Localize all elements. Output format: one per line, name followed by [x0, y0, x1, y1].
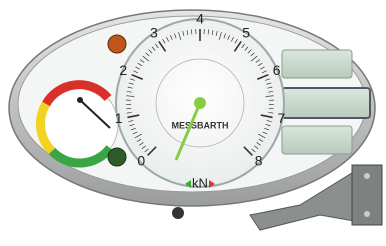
dial-label: 1: [115, 110, 123, 126]
dial-label: 2: [119, 62, 127, 78]
dial-label: 0: [137, 152, 145, 168]
brand: MESSBARTH: [171, 120, 228, 130]
dial-label: 7: [278, 110, 286, 126]
dial-label: 6: [273, 62, 281, 78]
dial-label: 8: [255, 152, 263, 168]
needle-hub: [194, 97, 206, 109]
gauge-device: MESSBARTH kN 0 1 2 3 4 5 6 7 8: [0, 0, 386, 241]
indicator-green: [108, 148, 126, 166]
display: [282, 50, 352, 78]
dial-label: 5: [242, 25, 250, 41]
dial-label: 4: [196, 11, 204, 27]
display: [282, 88, 370, 118]
status-gauge: [38, 85, 118, 165]
unit: kN: [192, 175, 208, 190]
indicator-orange: [108, 35, 126, 53]
display: [282, 126, 352, 154]
dial-label: 3: [150, 25, 158, 41]
